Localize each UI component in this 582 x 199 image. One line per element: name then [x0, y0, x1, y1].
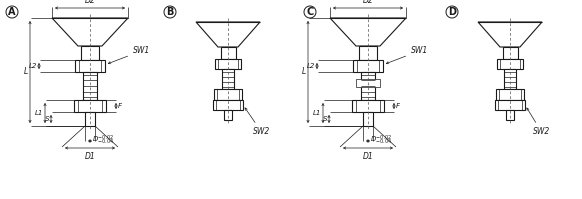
Text: S: S — [322, 116, 327, 122]
Bar — [356, 79, 380, 87]
Bar — [359, 46, 377, 60]
Text: L2: L2 — [307, 63, 315, 69]
Polygon shape — [52, 18, 128, 46]
Polygon shape — [196, 22, 260, 47]
Bar — [213, 100, 243, 110]
Bar — [497, 59, 523, 69]
Bar — [83, 72, 97, 100]
Text: C: C — [306, 7, 314, 17]
Polygon shape — [478, 22, 542, 47]
Bar — [495, 100, 525, 110]
Text: SW1: SW1 — [386, 46, 428, 64]
Text: D1: D1 — [363, 152, 374, 161]
Bar — [75, 60, 105, 72]
Text: F: F — [396, 103, 400, 109]
Text: D2: D2 — [363, 0, 374, 5]
Text: B: B — [166, 7, 173, 17]
Text: D: D — [448, 7, 456, 17]
Circle shape — [6, 6, 18, 18]
Bar — [74, 100, 106, 112]
Text: SW2: SW2 — [527, 108, 550, 137]
Text: SW1: SW1 — [108, 46, 150, 64]
Text: $D^{-0.02}_{-0.04}$: $D^{-0.02}_{-0.04}$ — [370, 134, 392, 147]
Bar — [224, 110, 232, 120]
Bar — [222, 69, 234, 89]
Text: S: S — [44, 116, 49, 122]
Bar — [85, 112, 95, 126]
Text: L2: L2 — [29, 63, 37, 69]
Bar — [352, 100, 384, 112]
Bar — [361, 72, 375, 100]
Text: SW2: SW2 — [245, 108, 270, 137]
Text: L1: L1 — [313, 110, 321, 116]
Text: L: L — [301, 67, 306, 76]
Bar — [353, 60, 383, 72]
Bar — [221, 47, 236, 59]
Bar — [363, 112, 373, 126]
Bar — [81, 46, 99, 60]
Text: D2: D2 — [84, 0, 95, 5]
Circle shape — [304, 6, 316, 18]
Circle shape — [446, 6, 458, 18]
Bar — [215, 59, 241, 69]
Bar — [496, 89, 524, 100]
Polygon shape — [330, 18, 406, 46]
Text: A: A — [8, 7, 16, 17]
Text: L: L — [24, 67, 28, 76]
Text: $D^{-0.02}_{-0.04}$: $D^{-0.02}_{-0.04}$ — [92, 134, 115, 147]
Bar — [214, 89, 242, 100]
Text: F: F — [118, 103, 122, 109]
Circle shape — [164, 6, 176, 18]
Bar — [504, 69, 516, 89]
Text: L1: L1 — [34, 110, 43, 116]
Bar — [502, 47, 517, 59]
Text: D1: D1 — [84, 152, 95, 161]
Bar — [506, 110, 514, 120]
